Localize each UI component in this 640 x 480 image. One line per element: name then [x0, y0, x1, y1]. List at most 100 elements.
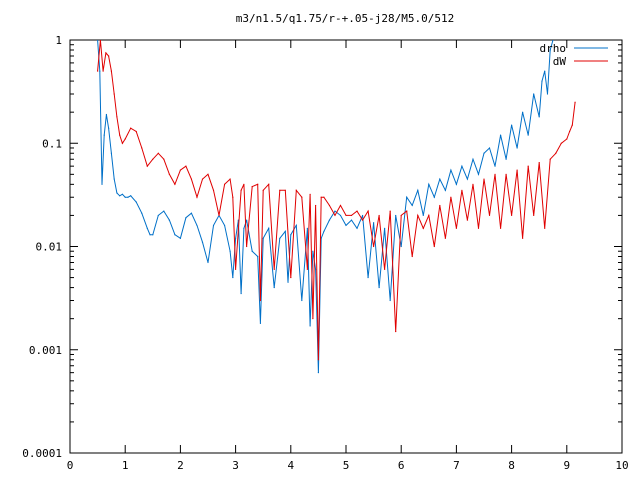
data-point-drho	[146, 227, 148, 229]
data-point-drho	[229, 250, 231, 252]
data-point-dW	[279, 189, 281, 191]
data-point-drho	[174, 234, 176, 236]
data-point-drho	[262, 237, 264, 239]
data-point-dW	[257, 183, 259, 185]
data-point-drho	[384, 227, 386, 229]
data-point-dW	[350, 214, 353, 217]
data-point-drho	[312, 250, 314, 252]
data-point-dW	[466, 219, 469, 221]
data-point-drho	[149, 234, 151, 236]
data-point-dW	[190, 178, 193, 180]
data-point-dW	[511, 214, 513, 217]
data-point-dW	[196, 196, 198, 198]
x-tick-label: 9	[563, 459, 570, 472]
data-point-drho	[157, 214, 159, 217]
data-point-drho	[273, 286, 275, 289]
data-point-drho	[163, 210, 165, 212]
data-point-drho	[108, 127, 110, 129]
data-point-dW	[455, 227, 457, 229]
data-point-drho	[373, 222, 375, 224]
data-point-drho	[130, 195, 132, 197]
data-point-drho	[538, 116, 540, 118]
data-point-dW	[378, 214, 380, 217]
data-point-dW	[218, 214, 220, 217]
data-point-drho	[328, 219, 331, 221]
data-point-dW	[121, 142, 124, 144]
chart-title: m3/n1.5/q1.75/r-+.05-j28/M5.0/512	[236, 12, 455, 25]
data-point-drho	[527, 134, 529, 136]
data-point-dW	[538, 161, 540, 164]
data-point-dW	[516, 169, 518, 171]
legend-label: drho	[540, 42, 567, 55]
x-tick-label: 6	[398, 459, 405, 472]
data-point-dW	[295, 189, 297, 191]
data-point-drho	[257, 255, 259, 258]
x-tick-label: 8	[508, 459, 515, 472]
data-point-dW	[428, 214, 430, 217]
data-point-drho	[549, 49, 551, 51]
data-point-drho	[232, 276, 234, 279]
x-tick-label: 5	[343, 459, 350, 472]
data-point-dW	[555, 152, 557, 154]
data-point-drho	[135, 201, 137, 203]
series-drho	[97, 40, 554, 374]
data-point-drho	[339, 214, 342, 217]
data-point-dW	[315, 204, 317, 207]
data-point-drho	[103, 134, 105, 136]
data-point-drho	[223, 224, 226, 227]
data-point-dW	[207, 173, 209, 175]
data-point-dW	[345, 214, 347, 217]
data-point-drho	[99, 70, 101, 72]
data-point-dW	[301, 196, 303, 198]
data-point-drho	[284, 230, 286, 233]
data-point-drho	[101, 183, 103, 185]
data-point-dW	[367, 210, 369, 212]
data-point-dW	[113, 93, 115, 95]
data-point-drho	[516, 147, 518, 149]
data-point-dW	[527, 165, 529, 167]
data-point-drho	[417, 189, 419, 191]
data-point-dW	[373, 245, 375, 248]
data-point-drho	[240, 292, 242, 295]
data-point-drho	[290, 234, 292, 236]
data-point-dW	[246, 245, 248, 248]
data-point-drho	[546, 93, 549, 95]
data-point-dW	[472, 183, 474, 185]
data-point-dW	[168, 173, 170, 175]
data-point-dW	[235, 268, 237, 271]
data-point-dW	[262, 189, 264, 191]
series-line-drho	[97, 40, 554, 373]
data-point-drho	[168, 219, 170, 221]
data-point-drho	[141, 212, 143, 214]
data-point-drho	[406, 196, 408, 198]
data-point-dW	[97, 70, 99, 72]
x-tick-label: 7	[453, 459, 460, 472]
data-point-drho	[97, 40, 99, 41]
data-point-dW	[152, 158, 154, 160]
series-dW	[97, 40, 576, 361]
data-point-drho	[119, 195, 121, 197]
data-point-dW	[566, 138, 568, 140]
y-axis: 0.0001 0.001 0.01 0.1 1	[22, 34, 622, 460]
data-point-dW	[417, 214, 419, 217]
data-point-drho	[472, 158, 474, 160]
data-point-drho	[477, 173, 480, 175]
data-point-drho	[323, 230, 325, 233]
data-point-dW	[146, 165, 148, 167]
data-point-drho	[124, 196, 126, 198]
data-point-dW	[361, 219, 364, 221]
data-point-drho	[251, 250, 253, 252]
data-point-dW	[488, 214, 491, 217]
data-point-dW	[317, 359, 319, 361]
data-point-dW	[400, 214, 402, 217]
data-point-dW	[99, 40, 101, 41]
data-point-dW	[549, 158, 551, 160]
data-point-dW	[395, 330, 397, 333]
data-point-drho	[279, 237, 281, 239]
data-point-drho	[488, 147, 491, 149]
data-point-dW	[339, 204, 342, 207]
x-tick-label: 0	[67, 459, 74, 472]
data-point-drho	[455, 183, 457, 185]
data-point-drho	[544, 70, 546, 72]
